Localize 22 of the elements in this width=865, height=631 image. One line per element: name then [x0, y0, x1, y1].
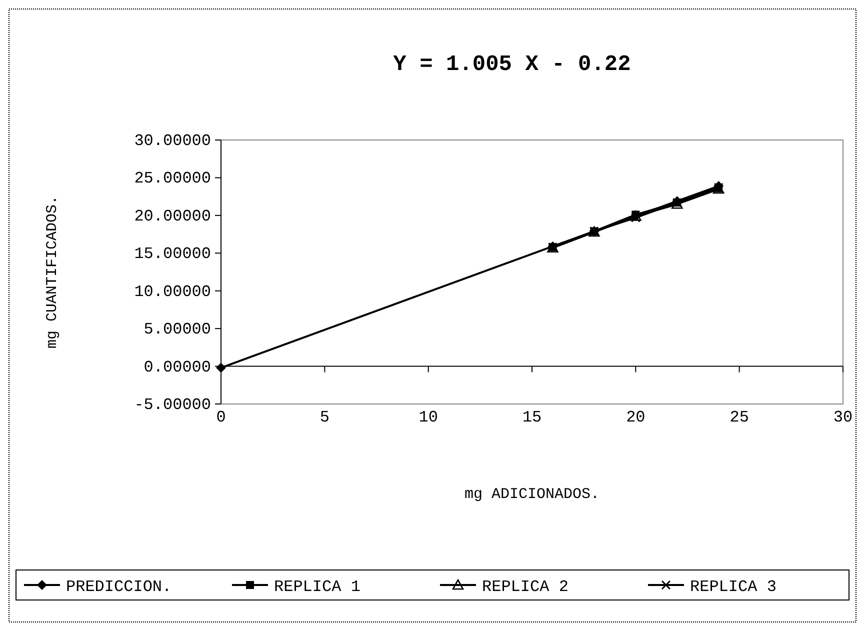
x-tick-label: 0 [216, 408, 226, 426]
x-tick-label: 25 [730, 408, 749, 426]
y-tick-label: 0.00000 [144, 358, 211, 376]
x-axis-title: mg ADICIONADOS. [464, 486, 600, 503]
x-tick-label: 20 [626, 408, 646, 426]
legend-label: PREDICCION. [66, 578, 172, 596]
y-axis-title: mg CUANTIFICADOS. [44, 195, 61, 349]
x-tick-label: 10 [418, 408, 438, 426]
x-tick-label: 30 [833, 408, 853, 426]
y-tick-label: 10.00000 [134, 282, 211, 301]
x-tick-label: 5 [320, 408, 330, 426]
y-tick-label: 5.00000 [144, 320, 211, 339]
x-tick-label: 15 [522, 408, 542, 426]
y-tick-label: 25.00000 [134, 170, 211, 188]
y-tick-label: 20.00000 [134, 207, 211, 226]
legend-label: REPLICA 3 [690, 578, 776, 596]
y-tick-label: 30.00000 [134, 132, 211, 150]
chart-title: Y = 1.005 X - 0.22 [393, 52, 631, 77]
y-tick-label: 15.00000 [134, 245, 211, 264]
legend-label: REPLICA 1 [274, 578, 360, 596]
legend-label: REPLICA 2 [482, 578, 568, 596]
y-tick-label: -5.00000 [134, 396, 211, 414]
